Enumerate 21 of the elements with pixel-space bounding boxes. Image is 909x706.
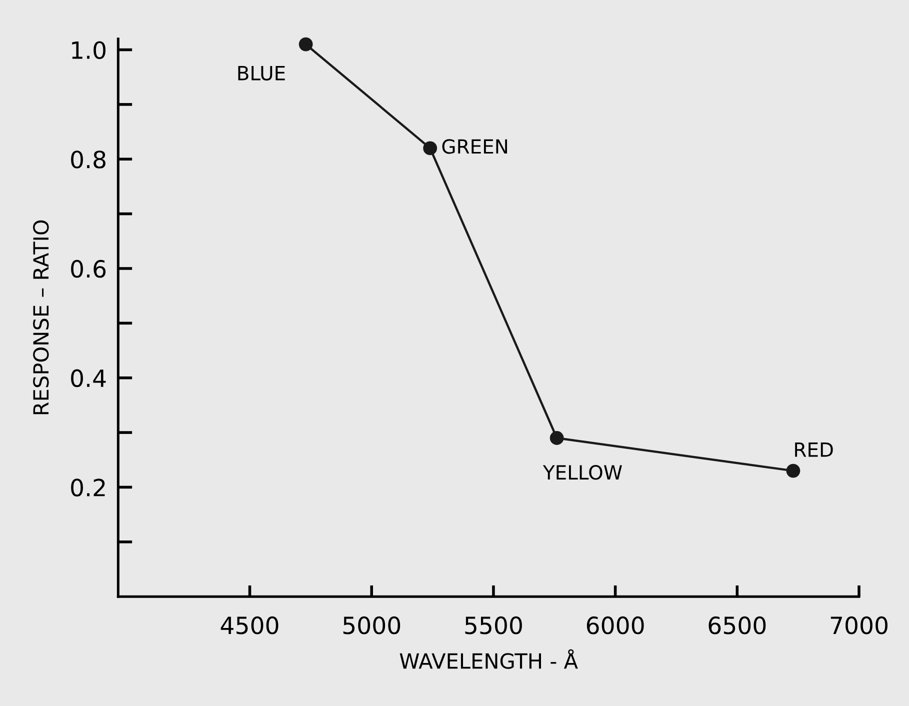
x-tick-label: 5500 (465, 616, 522, 634)
annotation: RED (795, 442, 833, 457)
y-axis-title: RESPONSE – RATIO (33, 220, 49, 414)
point (786, 464, 800, 478)
x-tick-label: 5000 (343, 616, 400, 634)
point (423, 141, 438, 156)
annotation: GREEN (442, 139, 507, 154)
y-tick-label: 0.6 (71, 260, 106, 278)
y-tick-label: 0.4 (71, 369, 106, 388)
annotation: YELLOW (542, 465, 622, 480)
y-tick-label: 0.2 (71, 478, 105, 497)
x-tick-label: 6000 (586, 616, 644, 634)
y-tick-label: 0.8 (71, 150, 106, 168)
y-tick-label: 1.0 (72, 41, 106, 60)
point (550, 431, 564, 445)
x-tick-label: 4500 (220, 616, 278, 634)
x-axis-title: WAVELENGTH - Å (400, 649, 578, 669)
annotation: BLUE (238, 66, 285, 80)
x-tick-label: 6500 (708, 616, 766, 634)
point (298, 37, 313, 52)
x-tick-label: 7000 (830, 616, 888, 634)
